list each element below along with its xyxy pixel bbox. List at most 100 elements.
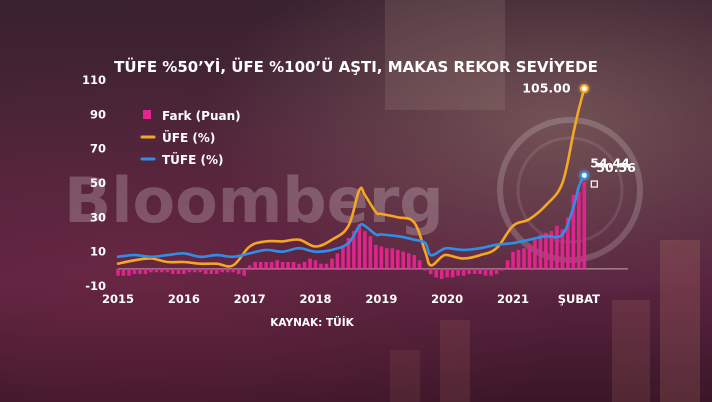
fark-bar [291, 261, 296, 269]
fark-bar [247, 265, 252, 269]
fark-bar [242, 268, 247, 276]
fark-bar [231, 268, 236, 273]
fark-bar [330, 258, 334, 269]
fark-bar [527, 244, 532, 269]
fark-bar [253, 261, 257, 269]
fark-bar [384, 248, 389, 269]
fark-bar [280, 261, 285, 269]
source-label: KAYNAK: TÜİK [270, 315, 354, 329]
y-axis-ticks: 110 90 70 50 30 10 -10 [82, 73, 106, 293]
fark-bar [423, 268, 428, 271]
fark-bar [450, 268, 455, 278]
fark-bar [401, 251, 406, 269]
y-tick-label: 50 [90, 176, 106, 190]
fark-end-marker [590, 180, 598, 188]
fark-bar [149, 268, 153, 273]
fark-bar [236, 268, 241, 274]
fark-bar [286, 261, 290, 269]
fark-bar [198, 268, 203, 273]
fark-bar [439, 268, 444, 280]
fark-bar [154, 268, 159, 273]
legend: Fark (Puan) ÜFE (%) TÜFE (%) [140, 109, 241, 167]
y-tick-label: 110 [82, 73, 106, 87]
fark-bar [357, 224, 362, 269]
fark-bar [374, 244, 378, 269]
legend-label: Fark (Puan) [162, 109, 241, 123]
fark-bar [143, 268, 148, 274]
fark-bar [313, 260, 318, 269]
fark-bar [505, 260, 510, 269]
x-tick-label: 2016 [168, 292, 200, 306]
fark-bar [193, 268, 197, 273]
legend-label: ÜFE (%) [162, 130, 215, 145]
fark-bar [214, 268, 219, 274]
fark-bar [571, 195, 576, 269]
x-axis-ticks: 2015 2016 2017 2018 2019 2020 2021 ŞUBAT [102, 292, 600, 306]
fark-bar [335, 253, 340, 269]
fark-bars [116, 182, 587, 280]
x-tick-label: 2015 [102, 292, 134, 306]
fark-bar [324, 263, 329, 269]
chart-title: TÜFE %50’Yİ, ÜFE %100’Ü AŞTI, MAKAS REKO… [114, 57, 598, 76]
annotation-label: 54.44 [590, 155, 630, 170]
fark-bar [461, 268, 466, 276]
legend-label: TÜFE (%) [162, 152, 224, 167]
fark-bar [165, 268, 170, 273]
y-tick-label: -10 [85, 279, 106, 293]
series-lines [116, 87, 586, 268]
fark-bar [555, 225, 559, 269]
fark-bar [533, 239, 537, 269]
fark-bar [160, 268, 164, 273]
fark-bar [428, 268, 433, 274]
fark-bar [302, 261, 307, 269]
fark-bar [478, 268, 482, 274]
fark-bar [363, 231, 367, 269]
fark-bar [209, 268, 214, 274]
fark-bar [346, 237, 351, 269]
fark-bar [225, 268, 230, 273]
ufe-line [116, 87, 586, 268]
fark-bar [549, 231, 554, 269]
fark-bar [116, 268, 120, 276]
fark-bar [352, 231, 356, 269]
x-tick-label: ŞUBAT [558, 292, 600, 306]
fark-bar [417, 260, 422, 269]
fark-bar [406, 253, 411, 269]
endpoint-marker [579, 83, 589, 94]
x-tick-label: 2021 [497, 292, 529, 306]
fark-bar [538, 234, 543, 269]
fark-bar [297, 263, 301, 269]
annotation-label: 105.00 [522, 81, 571, 96]
fark-bar [467, 268, 471, 274]
fark-bar [132, 268, 137, 274]
fark-bar [176, 268, 181, 274]
fark-bar [264, 261, 268, 269]
fark-bar [522, 248, 526, 269]
fark-bar [187, 268, 192, 273]
legend-swatch-bar [143, 110, 151, 119]
fark-bar [456, 268, 460, 276]
x-tick-label: 2018 [299, 292, 331, 306]
fark-bar [203, 268, 208, 274]
fark-bar [182, 268, 186, 274]
x-tick-label: 2020 [431, 292, 463, 306]
bloomberg-watermark: Bloomberg [64, 164, 444, 237]
fark-bar [275, 260, 279, 269]
fark-bar [577, 191, 581, 269]
fark-bar [472, 268, 477, 274]
fark-bar [395, 249, 400, 269]
fark-bar [483, 268, 488, 276]
fark-bar [511, 251, 515, 269]
fark-bar [220, 268, 225, 273]
fark-bar [121, 268, 126, 276]
fark-bar [127, 268, 131, 276]
fark-bar [544, 232, 548, 269]
fark-bar [341, 246, 345, 269]
series-endpoints [576, 80, 598, 188]
x-tick-label: 2019 [365, 292, 397, 306]
fark-bar [258, 261, 263, 269]
fark-bar [368, 236, 373, 269]
